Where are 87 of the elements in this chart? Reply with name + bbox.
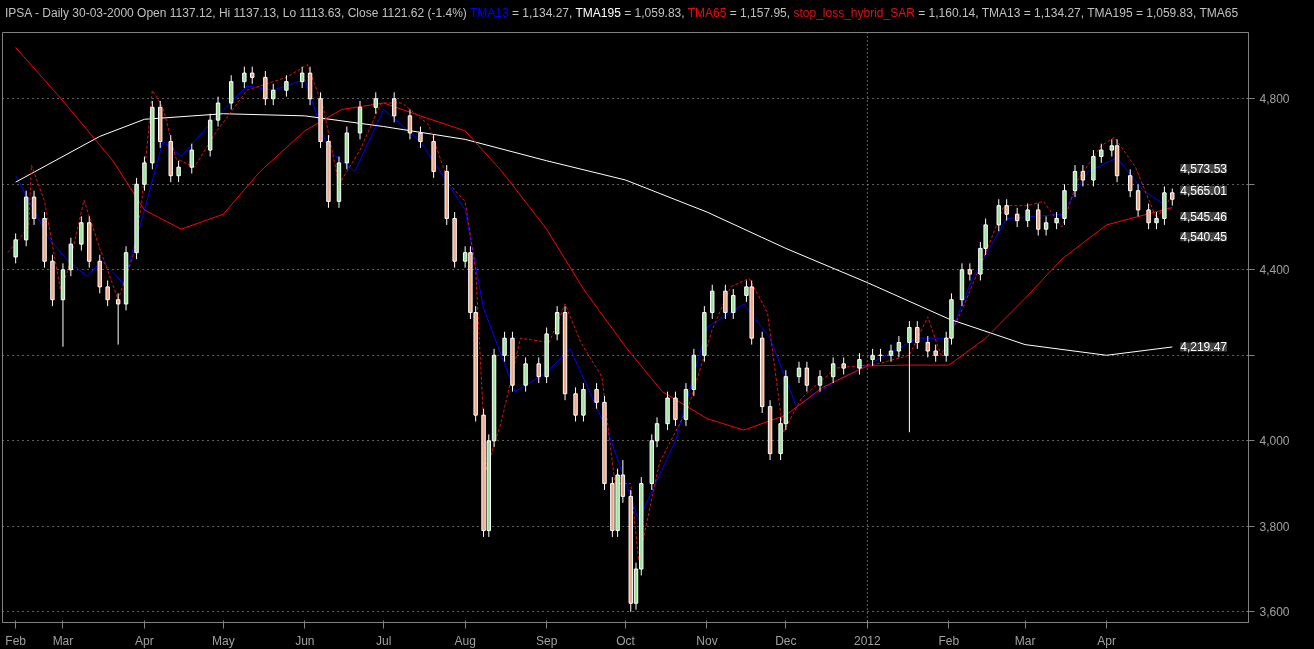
candlestick [176, 160, 181, 183]
text: TMA65 [686, 6, 727, 20]
candlestick [888, 344, 894, 363]
candlestick [391, 91, 397, 123]
candlestick [907, 320, 912, 433]
candlestick [228, 74, 234, 110]
candlestick [13, 232, 18, 264]
candlestick [594, 382, 599, 410]
candlestick [1135, 183, 1141, 217]
candlestick [1128, 168, 1133, 198]
x-tick-label: May [211, 633, 235, 648]
candlestick [554, 305, 560, 341]
y-tick-label: 3,800 [1259, 519, 1290, 534]
candlestick [996, 198, 1001, 232]
x-tick-label: Apr [135, 633, 154, 648]
candlestick [1004, 198, 1009, 222]
text: stop_loss_hybrid_SAR [792, 6, 915, 20]
candlestick [673, 391, 678, 427]
candlestick [1146, 203, 1151, 230]
x-tick-label: Aug [454, 633, 476, 648]
x-tick-label: 2012 [853, 633, 882, 648]
x-tick-label: Mar [1014, 633, 1036, 648]
candlestick [536, 356, 541, 384]
candlestick [189, 143, 194, 175]
candlestick [1036, 203, 1041, 237]
candlestick [263, 70, 268, 106]
annotation: 4,565.01 [1180, 183, 1228, 198]
chart-title: IPSA - Daily 30-03-2000 Open 1137.12, Hi 1137.13, Lo 1113.63, Close 1121.62 (-1.4%) [5, 6, 467, 20]
candlestick [915, 320, 920, 350]
text: = 1,134.27, [511, 6, 573, 20]
y-tick-label: 4,800 [1259, 92, 1290, 107]
y-tick-label: 4,000 [1259, 434, 1290, 449]
candlestick [857, 352, 862, 376]
candlestick [817, 369, 823, 393]
candlestick [830, 356, 836, 384]
candlestick [723, 284, 728, 320]
line-series [15, 46, 1173, 431]
x-tick-label: Dec [775, 633, 797, 648]
candlestick [1091, 149, 1096, 187]
candlestick [731, 288, 736, 320]
candlestick [299, 66, 305, 89]
candlestick [79, 215, 84, 252]
candlestick [31, 190, 37, 226]
x-tick-label: Oct [616, 633, 636, 648]
candlestick [710, 284, 715, 320]
annotation: 4,573.53 [1180, 162, 1228, 177]
candlestick [523, 356, 528, 393]
candlestick [1080, 164, 1086, 187]
y-tick-label: 3,600 [1259, 605, 1290, 620]
text: = 1,160.14, [917, 6, 979, 20]
candlestick [418, 126, 423, 149]
annotation: 4,219.47 [1180, 340, 1228, 355]
candlestick [502, 331, 507, 363]
annotation: 4,540.45 [1180, 230, 1228, 245]
text: TMA195 [574, 6, 621, 20]
candlestick [1043, 215, 1049, 237]
candlestick [1072, 164, 1078, 198]
candlestick [1099, 143, 1104, 164]
candlestick [142, 155, 147, 192]
candlestick [804, 361, 810, 393]
candlestick [271, 83, 276, 106]
x-tick-label: Sep [535, 633, 558, 648]
x-tick-label: Jul [375, 633, 392, 648]
y-tick-label: 4,400 [1259, 263, 1290, 278]
x-tick-label: Jun [295, 633, 315, 648]
x-tick-label: Nov [696, 633, 718, 648]
x-tick-label: Apr [1097, 633, 1116, 648]
x-tick-label: Mar [52, 633, 74, 648]
x-tick-label: Feb [938, 633, 960, 648]
candlestick [373, 91, 378, 115]
candlestick [105, 279, 110, 307]
candlestick [242, 66, 247, 89]
candlestick [796, 361, 802, 384]
text: = 1,157.95, [728, 6, 791, 20]
candlestick [1025, 203, 1030, 228]
candlestick [925, 335, 931, 358]
text: = 1,059.83, [623, 6, 685, 20]
candlestick [573, 386, 578, 423]
text: TMA13 = 1,134.27, TMA195 = 1,059.83, TMA65 [980, 6, 1239, 20]
candlestick [115, 292, 121, 346]
candlestick [967, 262, 973, 281]
candlestick [284, 74, 289, 98]
annotation: 4,545.46 [1180, 210, 1228, 225]
text: TMA13 [468, 6, 509, 20]
candlestick [1014, 207, 1020, 228]
x-tick-label: Feb [5, 633, 27, 648]
candlestick [896, 335, 902, 358]
